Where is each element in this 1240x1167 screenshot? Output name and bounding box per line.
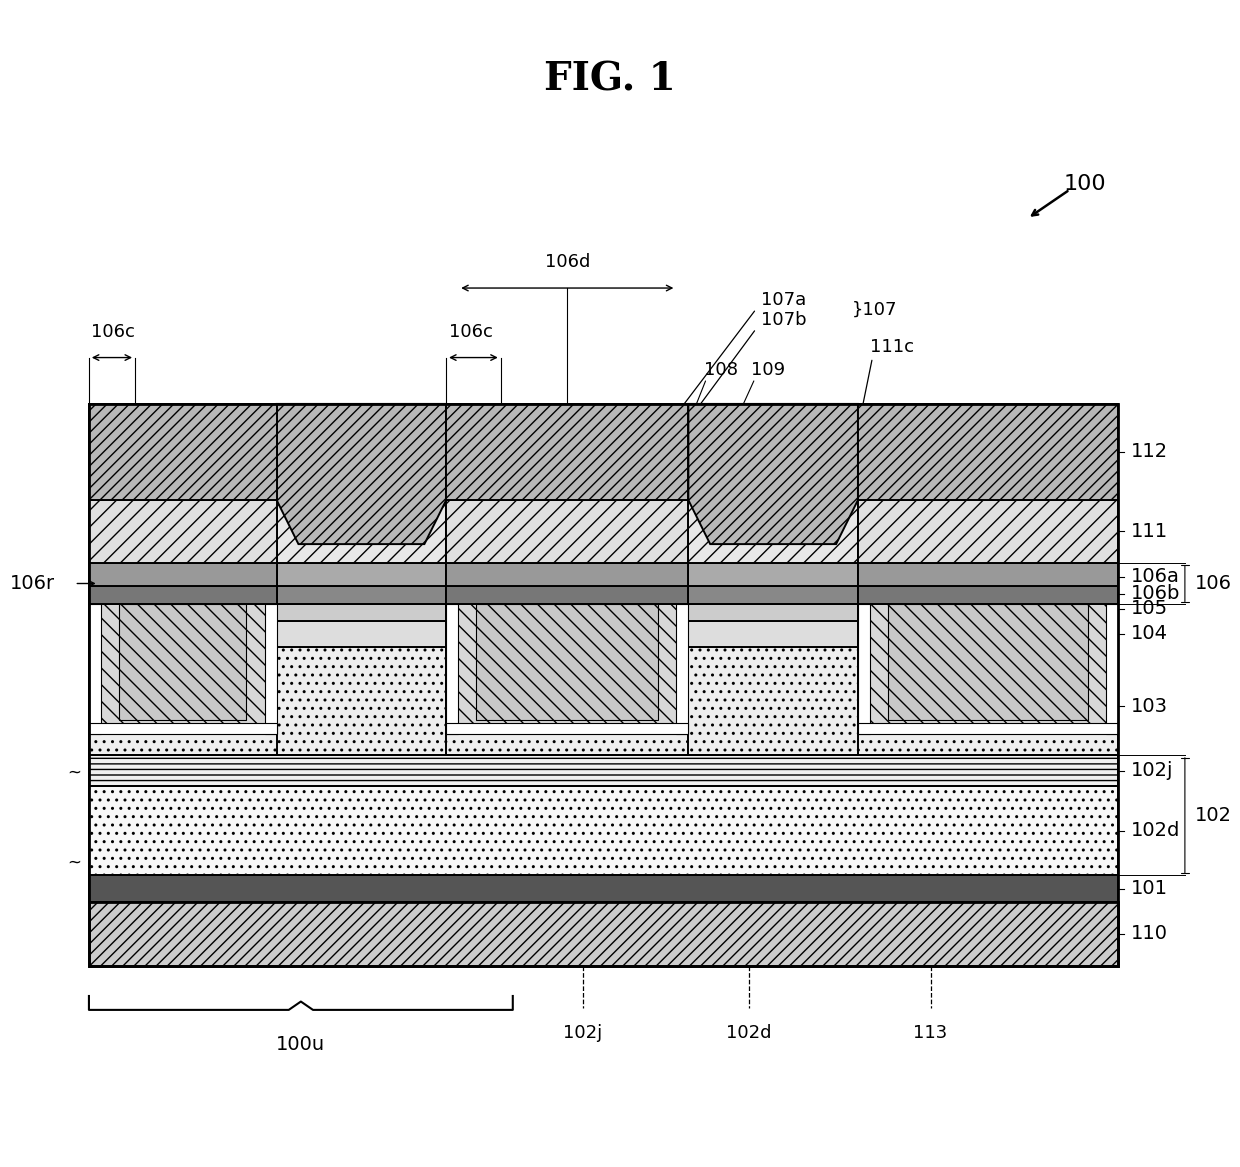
Bar — [688, 586, 858, 605]
Bar — [89, 755, 1118, 787]
Text: 111: 111 — [1131, 522, 1168, 540]
Bar — [264, 605, 277, 734]
Bar — [858, 605, 870, 734]
Polygon shape — [277, 404, 446, 544]
Bar — [119, 605, 247, 720]
Bar — [446, 586, 688, 605]
Bar — [446, 404, 688, 501]
Bar — [89, 404, 277, 501]
Bar — [277, 621, 446, 648]
Bar — [1106, 605, 1118, 734]
Text: 106r: 106r — [10, 574, 56, 593]
Bar — [89, 875, 1118, 902]
Text: 106: 106 — [1194, 574, 1231, 593]
Text: 102d: 102d — [1131, 822, 1179, 840]
Bar — [688, 501, 858, 562]
Bar — [858, 586, 1118, 605]
Text: 107a: 107a — [761, 292, 806, 309]
Text: 100u: 100u — [277, 1035, 325, 1054]
Bar — [446, 562, 688, 586]
Text: 108: 108 — [704, 361, 738, 379]
Polygon shape — [446, 605, 688, 734]
Text: 106d: 106d — [544, 253, 590, 271]
Text: 104: 104 — [1131, 624, 1167, 643]
Bar — [446, 501, 688, 562]
Bar — [89, 586, 277, 605]
Bar — [89, 648, 1118, 755]
Text: 103: 103 — [1131, 697, 1167, 715]
Text: ~: ~ — [68, 763, 82, 782]
Bar — [858, 648, 1118, 755]
Bar — [446, 605, 459, 734]
Text: 105: 105 — [1131, 600, 1168, 619]
Bar — [89, 722, 277, 734]
Bar — [89, 648, 277, 755]
Bar — [89, 787, 1118, 875]
Bar — [688, 605, 858, 621]
Text: 102j: 102j — [1131, 761, 1173, 780]
Bar — [277, 605, 446, 621]
Bar — [858, 501, 1118, 562]
Text: ~: ~ — [68, 854, 82, 872]
Text: 106a: 106a — [1131, 567, 1179, 586]
Bar — [858, 404, 1118, 501]
Bar — [89, 902, 1118, 966]
Text: 106b: 106b — [1131, 585, 1179, 603]
Bar — [688, 621, 858, 648]
Bar — [476, 605, 658, 720]
Text: FIG. 1: FIG. 1 — [544, 61, 676, 98]
Bar — [858, 722, 1118, 734]
Bar — [446, 722, 688, 734]
Text: 102: 102 — [1194, 805, 1231, 825]
Polygon shape — [858, 605, 1118, 734]
Bar — [858, 562, 1118, 586]
Text: 109: 109 — [751, 361, 785, 379]
Bar — [277, 562, 446, 586]
Text: 110: 110 — [1131, 924, 1167, 943]
Text: 106c: 106c — [449, 323, 492, 341]
Bar — [277, 586, 446, 605]
Bar — [89, 404, 1118, 966]
Polygon shape — [688, 404, 858, 544]
Text: 112: 112 — [1131, 442, 1168, 461]
Text: 102d: 102d — [727, 1023, 771, 1042]
Bar — [277, 501, 446, 562]
Bar — [89, 605, 100, 734]
Bar — [446, 648, 688, 755]
Bar — [89, 501, 277, 562]
Bar — [888, 605, 1087, 720]
Text: 102j: 102j — [563, 1023, 603, 1042]
Text: 113: 113 — [914, 1023, 947, 1042]
Bar — [89, 562, 277, 586]
Bar — [688, 562, 858, 586]
Bar — [676, 605, 688, 734]
Text: }107: }107 — [852, 301, 898, 319]
Text: 101: 101 — [1131, 879, 1167, 899]
Text: 106c: 106c — [92, 323, 135, 341]
Text: 100: 100 — [1064, 174, 1106, 194]
Text: 107b: 107b — [761, 312, 807, 329]
Polygon shape — [89, 605, 277, 734]
Text: 111c: 111c — [870, 337, 914, 356]
